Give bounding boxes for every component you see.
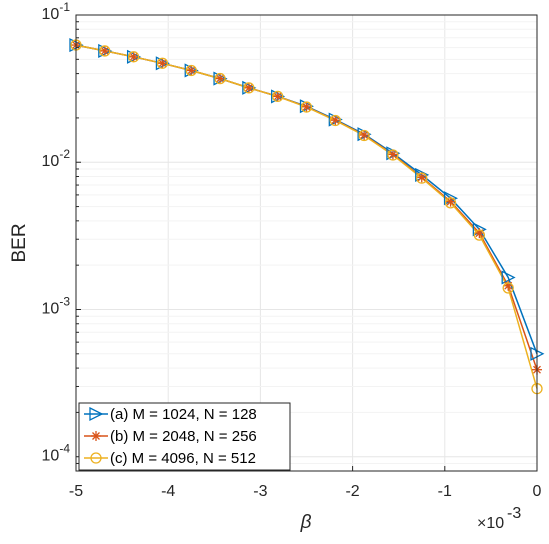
x-multiplier-exponent: -3 — [507, 505, 521, 522]
series-2-point — [272, 91, 283, 102]
x-tick-label: -4 — [161, 483, 175, 500]
series-3-point — [99, 45, 111, 57]
x-axis-label: β — [300, 512, 312, 533]
series-3-point — [127, 51, 140, 63]
x-multiplier-base: ×10 — [477, 515, 504, 532]
series-2-point — [330, 115, 341, 126]
legend-marker-1 — [89, 406, 104, 422]
x-tick-label: -5 — [69, 483, 83, 500]
x-axis-ticks: -5 -4 -3 -2 -1 0 — [69, 466, 542, 500]
y-tick-label: 10-1 — [42, 0, 71, 23]
y-tick-label: 10-3 — [42, 294, 71, 317]
legend-label-3: (c) M = 4096, N = 512 — [110, 450, 256, 467]
series-3-point — [444, 197, 457, 209]
series-3-point — [416, 172, 428, 184]
series-3-point — [185, 64, 197, 77]
legend: (a) M = 1024, N = 128 (b) M = 2048, N = 2… — [78, 402, 291, 471]
series-3-point — [156, 57, 169, 69]
plot-area — [76, 15, 537, 471]
x-tick-label: -1 — [438, 483, 452, 500]
series-2-point — [186, 65, 197, 76]
series-markers — [69, 38, 545, 395]
legend-label-2: (b) M = 2048, N = 256 — [110, 428, 257, 445]
series-3-point — [272, 90, 284, 103]
series-2-point — [128, 51, 139, 62]
legend-label-1: (a) M = 1024, N = 128 — [110, 406, 257, 423]
series-2-point — [99, 45, 110, 56]
series-2-point — [387, 149, 398, 160]
grid — [76, 14, 537, 472]
y-tick-label: 10-2 — [42, 147, 71, 170]
series-2-point — [215, 73, 226, 84]
series-2-point — [157, 58, 168, 69]
series-3-point — [473, 229, 486, 241]
series-2-point — [503, 280, 514, 291]
y-axis-ticks: 10-4 10-3 10-2 10-1 — [42, 0, 81, 472]
legend-marker-3 — [90, 452, 102, 464]
series-2-point — [243, 82, 254, 93]
series-3-point — [387, 149, 399, 161]
x-axis-multiplier: ×10 -3 — [477, 505, 521, 532]
x-tick-label: -2 — [345, 483, 359, 500]
series-3-point — [502, 282, 514, 294]
y-axis-label: BER — [9, 223, 30, 262]
series-2-point — [416, 172, 427, 183]
x-tick-label: 0 — [533, 483, 542, 500]
series-2-point — [301, 101, 312, 112]
x-tick-label: -3 — [253, 483, 267, 500]
legend-box — [78, 402, 291, 471]
series-2-point — [359, 130, 370, 141]
series-3-point — [214, 72, 226, 85]
series-3-point — [358, 129, 370, 142]
plot-frame — [75, 14, 538, 472]
y-tick-label: 10-4 — [42, 442, 71, 465]
legend-marker-2 — [91, 431, 101, 441]
series-3-point — [243, 82, 255, 94]
series-3-point — [300, 101, 313, 113]
series-1-point — [501, 270, 516, 285]
series-3-point — [329, 114, 341, 127]
